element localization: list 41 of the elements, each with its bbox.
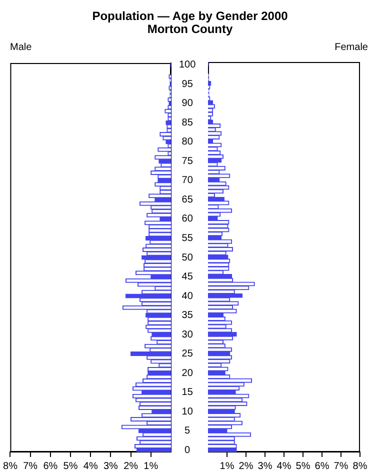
y-tick-label: 20 — [182, 368, 194, 379]
x-tick-label: 7% — [334, 460, 348, 472]
x-tick-label: 4% — [276, 460, 292, 472]
y-tick-label: 65 — [182, 194, 194, 206]
y-tick-label: 90 — [182, 98, 194, 110]
x-tick-label: 8% — [352, 460, 368, 472]
y-tick-label: 15 — [182, 387, 194, 398]
y-tick-label: 70 — [182, 175, 194, 186]
x-tick-label: 3% — [258, 460, 272, 472]
y-tick-label: 40 — [182, 290, 194, 302]
y-tick-label: 85 — [182, 117, 194, 128]
x-tick-label: 5% — [63, 460, 78, 472]
x-tick-label: 2% — [124, 460, 138, 472]
text: Female — [334, 42, 368, 53]
x-tick-label: 6% — [314, 460, 330, 472]
y-tick-label: 5 — [184, 426, 191, 437]
x-tick-label: 7% — [23, 460, 38, 472]
chart-subtitle: Morton County — [147, 22, 234, 36]
y-tick-label: 80 — [182, 136, 194, 148]
y-tick-label: 30 — [182, 329, 194, 340]
x-tick-label: 1% — [220, 460, 234, 472]
y-tick-label: 35 — [182, 310, 194, 322]
x-tick-label: 5% — [296, 460, 310, 472]
text: Male — [10, 42, 32, 53]
x-tick-label: 6% — [43, 460, 58, 472]
y-tick-label: 25 — [182, 348, 194, 360]
x-tick-label: 3% — [103, 460, 118, 472]
chart-title: Population — Age by Gender 2000 — [91, 9, 289, 23]
y-tick-label: 100 — [179, 60, 196, 71]
x-tick-label: 4% — [83, 460, 98, 472]
y-tick-label: 75 — [182, 156, 194, 167]
y-tick-label: 10 — [182, 406, 194, 418]
y-tick-label: 0 — [184, 444, 191, 456]
y-tick-label: 60 — [182, 214, 194, 225]
y-tick-label: 50 — [182, 252, 194, 264]
x-tick-label: 1% — [144, 460, 158, 472]
x-tick-label: 2% — [238, 460, 254, 472]
x-tick-label: 8% — [3, 460, 18, 472]
y-tick-label: 95 — [182, 78, 194, 90]
y-tick-label: 45 — [182, 272, 194, 283]
y-tick-label: 55 — [182, 232, 194, 244]
